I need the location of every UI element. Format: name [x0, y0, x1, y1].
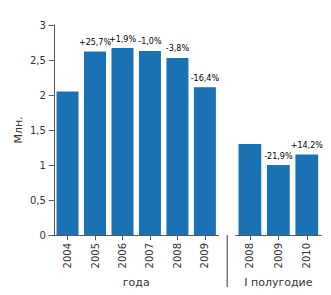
svg-text:0: 0	[39, 230, 45, 241]
svg-text:2008: 2008	[244, 243, 255, 268]
svg-text:года: года	[123, 276, 150, 289]
svg-text:2007: 2007	[144, 243, 155, 268]
svg-text:2: 2	[39, 90, 45, 101]
svg-text:+1,9%: +1,9%	[109, 35, 136, 44]
svg-text:Млн.: Млн.	[12, 116, 25, 143]
svg-text:2005: 2005	[90, 243, 101, 268]
svg-text:+25,7%: +25,7%	[79, 38, 112, 47]
svg-text:+14,2%: +14,2%	[291, 141, 324, 150]
svg-text:2009: 2009	[273, 243, 284, 268]
svg-text:2009: 2009	[199, 243, 210, 268]
svg-text:1,5: 1,5	[30, 125, 46, 136]
svg-text:2008: 2008	[172, 243, 183, 268]
svg-text:-1,0%: -1,0%	[138, 37, 162, 46]
svg-text:2004: 2004	[62, 243, 73, 268]
svg-text:-3,8%: -3,8%	[166, 44, 190, 53]
svg-text:1: 1	[39, 160, 45, 171]
svg-text:0,5: 0,5	[30, 195, 46, 206]
svg-text:2,5: 2,5	[30, 55, 46, 66]
svg-text:2010: 2010	[301, 243, 312, 268]
svg-text:-21,9%: -21,9%	[264, 152, 293, 161]
svg-text:I полугодие: I полугодие	[244, 276, 312, 289]
svg-text:-16,4%: -16,4%	[191, 74, 220, 83]
svg-text:3: 3	[39, 20, 45, 31]
svg-text:2006: 2006	[117, 243, 128, 268]
